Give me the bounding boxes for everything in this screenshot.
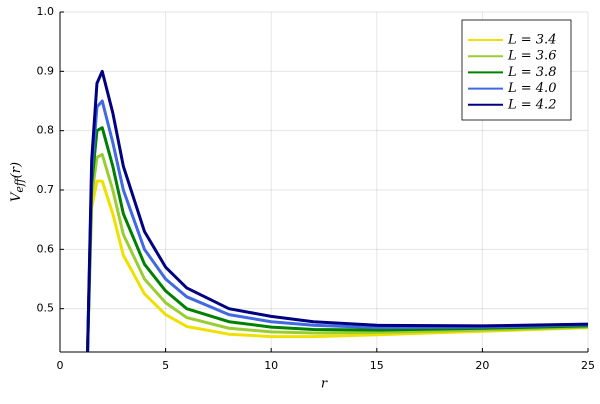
legend-label: L = 4.2	[507, 97, 556, 112]
y-tick-label: 0.9	[37, 64, 55, 77]
series-line	[86, 69, 588, 352]
legend-label: L = 3.6	[507, 49, 556, 64]
x-tick-label: 15	[370, 359, 384, 372]
legend: L = 3.4L = 3.6L = 3.8L = 4.0L = 4.2	[468, 33, 556, 112]
y-label-base: V	[9, 191, 24, 202]
y-axis-label: Veff(r)	[9, 162, 27, 202]
x-tick-label: 0	[57, 359, 64, 372]
series-line	[86, 126, 588, 352]
legend-label: L = 3.8	[507, 65, 556, 80]
y-tick-label: 1.0	[37, 5, 55, 18]
y-tick-label: 0.6	[37, 242, 55, 255]
series-line	[86, 179, 588, 352]
legend-label: L = 3.4	[507, 33, 556, 48]
x-tick-label: 5	[162, 359, 169, 372]
grid	[59, 11, 589, 352]
x-axis-label: r	[321, 377, 328, 392]
y-tick-label: 0.5	[37, 302, 55, 315]
x-tick-label: 20	[475, 359, 489, 372]
plot-area	[86, 69, 588, 352]
legend-label: L = 4.0	[507, 81, 556, 96]
x-tick-label: 25	[581, 359, 595, 372]
y-label-sub: eff	[13, 176, 26, 193]
series-line	[86, 99, 588, 352]
series-line	[86, 152, 588, 352]
legend-box	[461, 19, 572, 121]
x-tick-label: 10	[264, 359, 278, 372]
y-tick-label: 0.8	[37, 124, 55, 137]
y-tick-label: 0.7	[37, 183, 55, 196]
y-label-suffix: (r)	[9, 162, 24, 178]
